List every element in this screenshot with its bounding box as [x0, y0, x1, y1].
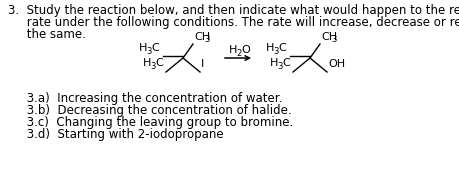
Text: C: C: [277, 43, 285, 53]
Text: CH: CH: [320, 32, 336, 42]
Text: 3.a)  Increasing the concentration of water.: 3.a) Increasing the concentration of wat…: [8, 92, 282, 105]
Text: OH: OH: [327, 59, 344, 69]
Text: 3: 3: [330, 35, 336, 44]
Text: H: H: [265, 43, 274, 53]
Text: O: O: [241, 45, 249, 55]
Text: 3.c)  Changing the leaving group to bromine.: 3.c) Changing the leaving group to bromi…: [8, 116, 293, 129]
Text: C: C: [155, 58, 162, 68]
Text: I: I: [201, 59, 204, 69]
Text: 3.  Study the reaction below, and then indicate what would happen to the reactio: 3. Study the reaction below, and then in…: [8, 4, 459, 17]
Text: H: H: [139, 43, 147, 53]
Text: 3: 3: [276, 62, 282, 71]
Text: CH: CH: [194, 32, 210, 42]
Text: C: C: [281, 58, 289, 68]
Text: 3.d)  Starting with 2-iodopropane: 3.d) Starting with 2-iodopropane: [8, 128, 223, 141]
Text: H: H: [143, 58, 151, 68]
Text: C: C: [151, 43, 158, 53]
Text: 3: 3: [146, 47, 151, 56]
Text: H: H: [269, 58, 278, 68]
Text: 2: 2: [235, 49, 241, 58]
Text: 3: 3: [203, 35, 209, 44]
Text: rate under the following conditions. The rate will increase, decrease or remain: rate under the following conditions. The…: [8, 16, 459, 29]
Text: H: H: [229, 45, 237, 55]
Text: 3: 3: [150, 62, 155, 71]
Text: 3.b)  Decreasing the concentration of halide.: 3.b) Decreasing the concentration of hal…: [8, 104, 291, 117]
Text: 3: 3: [272, 47, 278, 56]
Text: the same.: the same.: [8, 28, 86, 41]
